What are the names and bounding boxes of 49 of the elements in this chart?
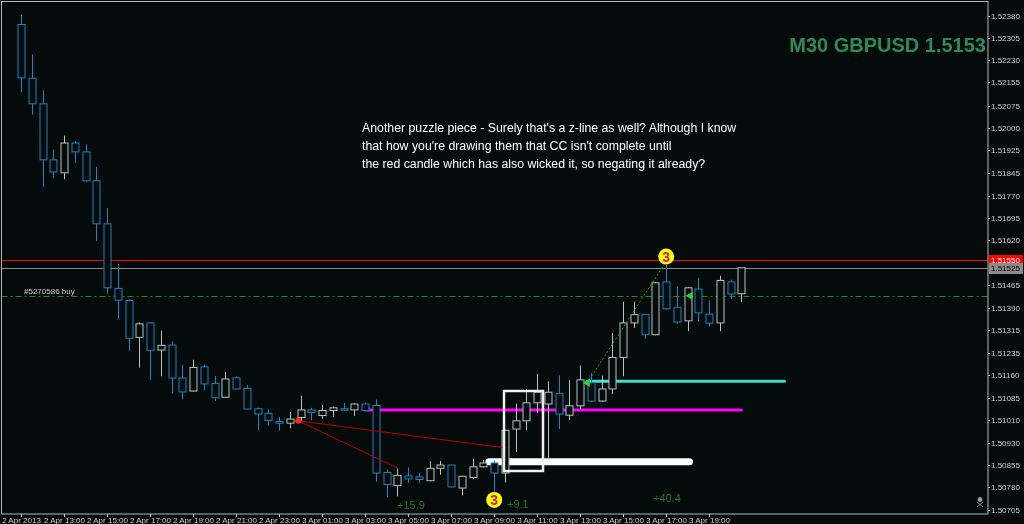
ref-line-label: #5270586 buy xyxy=(24,287,75,296)
y-tick-label: 1.52380 xyxy=(991,12,1021,22)
y-tick-label: 1.52075 xyxy=(991,102,1021,112)
y-tick-label: 1.51160 xyxy=(991,371,1020,381)
annotation: +9.1 xyxy=(507,497,529,510)
y-tick-label: 1.51845 xyxy=(991,169,1021,179)
x-tick-label: 3 Apr 09:00 xyxy=(474,515,516,524)
y-tick-label: 1.51235 xyxy=(991,349,1021,359)
x-tick-label: 3 Apr 15:00 xyxy=(603,515,645,524)
y-tick-label: 1.51390 xyxy=(991,304,1021,314)
y-tick-label: 1.51010 xyxy=(991,416,1021,426)
ref-line-label: 1.51525 xyxy=(991,264,1021,274)
x-tick-label: 2 Apr 13:00 xyxy=(44,515,86,524)
y-tick-label: 1.50930 xyxy=(991,439,1021,449)
y-tick-label: 1.50705 xyxy=(991,506,1021,516)
x-tick-label: 2 Apr 15:00 xyxy=(87,515,129,524)
x-tick-label: 3 Apr 19:00 xyxy=(689,515,731,524)
y-tick-label: 1.52000 xyxy=(991,124,1021,134)
annotation: +40.4 xyxy=(653,491,681,504)
y-tick-label: 1.51465 xyxy=(991,281,1021,291)
y-tick-label: 1.50780 xyxy=(991,483,1021,493)
x-tick-label: 3 Apr 13:00 xyxy=(560,515,602,524)
x-tick-label: 3 Apr 11:00 xyxy=(517,515,559,524)
y-tick-label: 1.51085 xyxy=(991,394,1021,404)
y-tick-label: 1.51620 xyxy=(991,236,1021,246)
x-tick-label: 3 Apr 03:00 xyxy=(345,515,387,524)
text: M30 GBPUSD 1.5153 xyxy=(789,34,986,56)
x-tick-label: 2 Apr 19:00 xyxy=(173,515,215,524)
y-tick-label: 1.51695 xyxy=(991,214,1021,224)
x-tick-label: 2 Apr 21:00 xyxy=(216,515,258,524)
x-tick-label: 3 Apr 17:00 xyxy=(646,515,688,524)
y-tick-label: 1.50855 xyxy=(991,461,1021,471)
y-tick-label: 1.52155 xyxy=(991,78,1021,88)
x-tick-label: 3 Apr 01:00 xyxy=(302,515,344,524)
y-tick-label: 1.51770 xyxy=(991,192,1021,202)
x-tick-label: 3 Apr 05:00 xyxy=(388,515,430,524)
ref-line-label: 1.51550 xyxy=(991,256,1021,266)
x-tick-label: 2 Apr 23:00 xyxy=(259,515,301,524)
y-tick-label: 1.52230 xyxy=(991,56,1021,66)
x-tick-label: 2 Apr 17:00 xyxy=(130,515,172,524)
y-tick-label: 1.51925 xyxy=(991,146,1021,156)
annotation: Another puzzle piece - Surely that's a z-line as well? Although I know that how you're drawing them that CC isn't complete until the red candle which has also wicked it, so negating it already? xyxy=(362,121,737,171)
y-tick-label: 1.52305 xyxy=(991,34,1021,44)
x-tick-label: 2 Apr 2013 xyxy=(2,515,42,524)
x-tick-label: 3 Apr 07:00 xyxy=(431,515,473,524)
annotation: 3 xyxy=(490,491,499,508)
annotation: 3 xyxy=(662,248,671,265)
y-tick-label: 1.51315 xyxy=(991,326,1021,336)
annotation: +15.9 xyxy=(397,498,425,511)
